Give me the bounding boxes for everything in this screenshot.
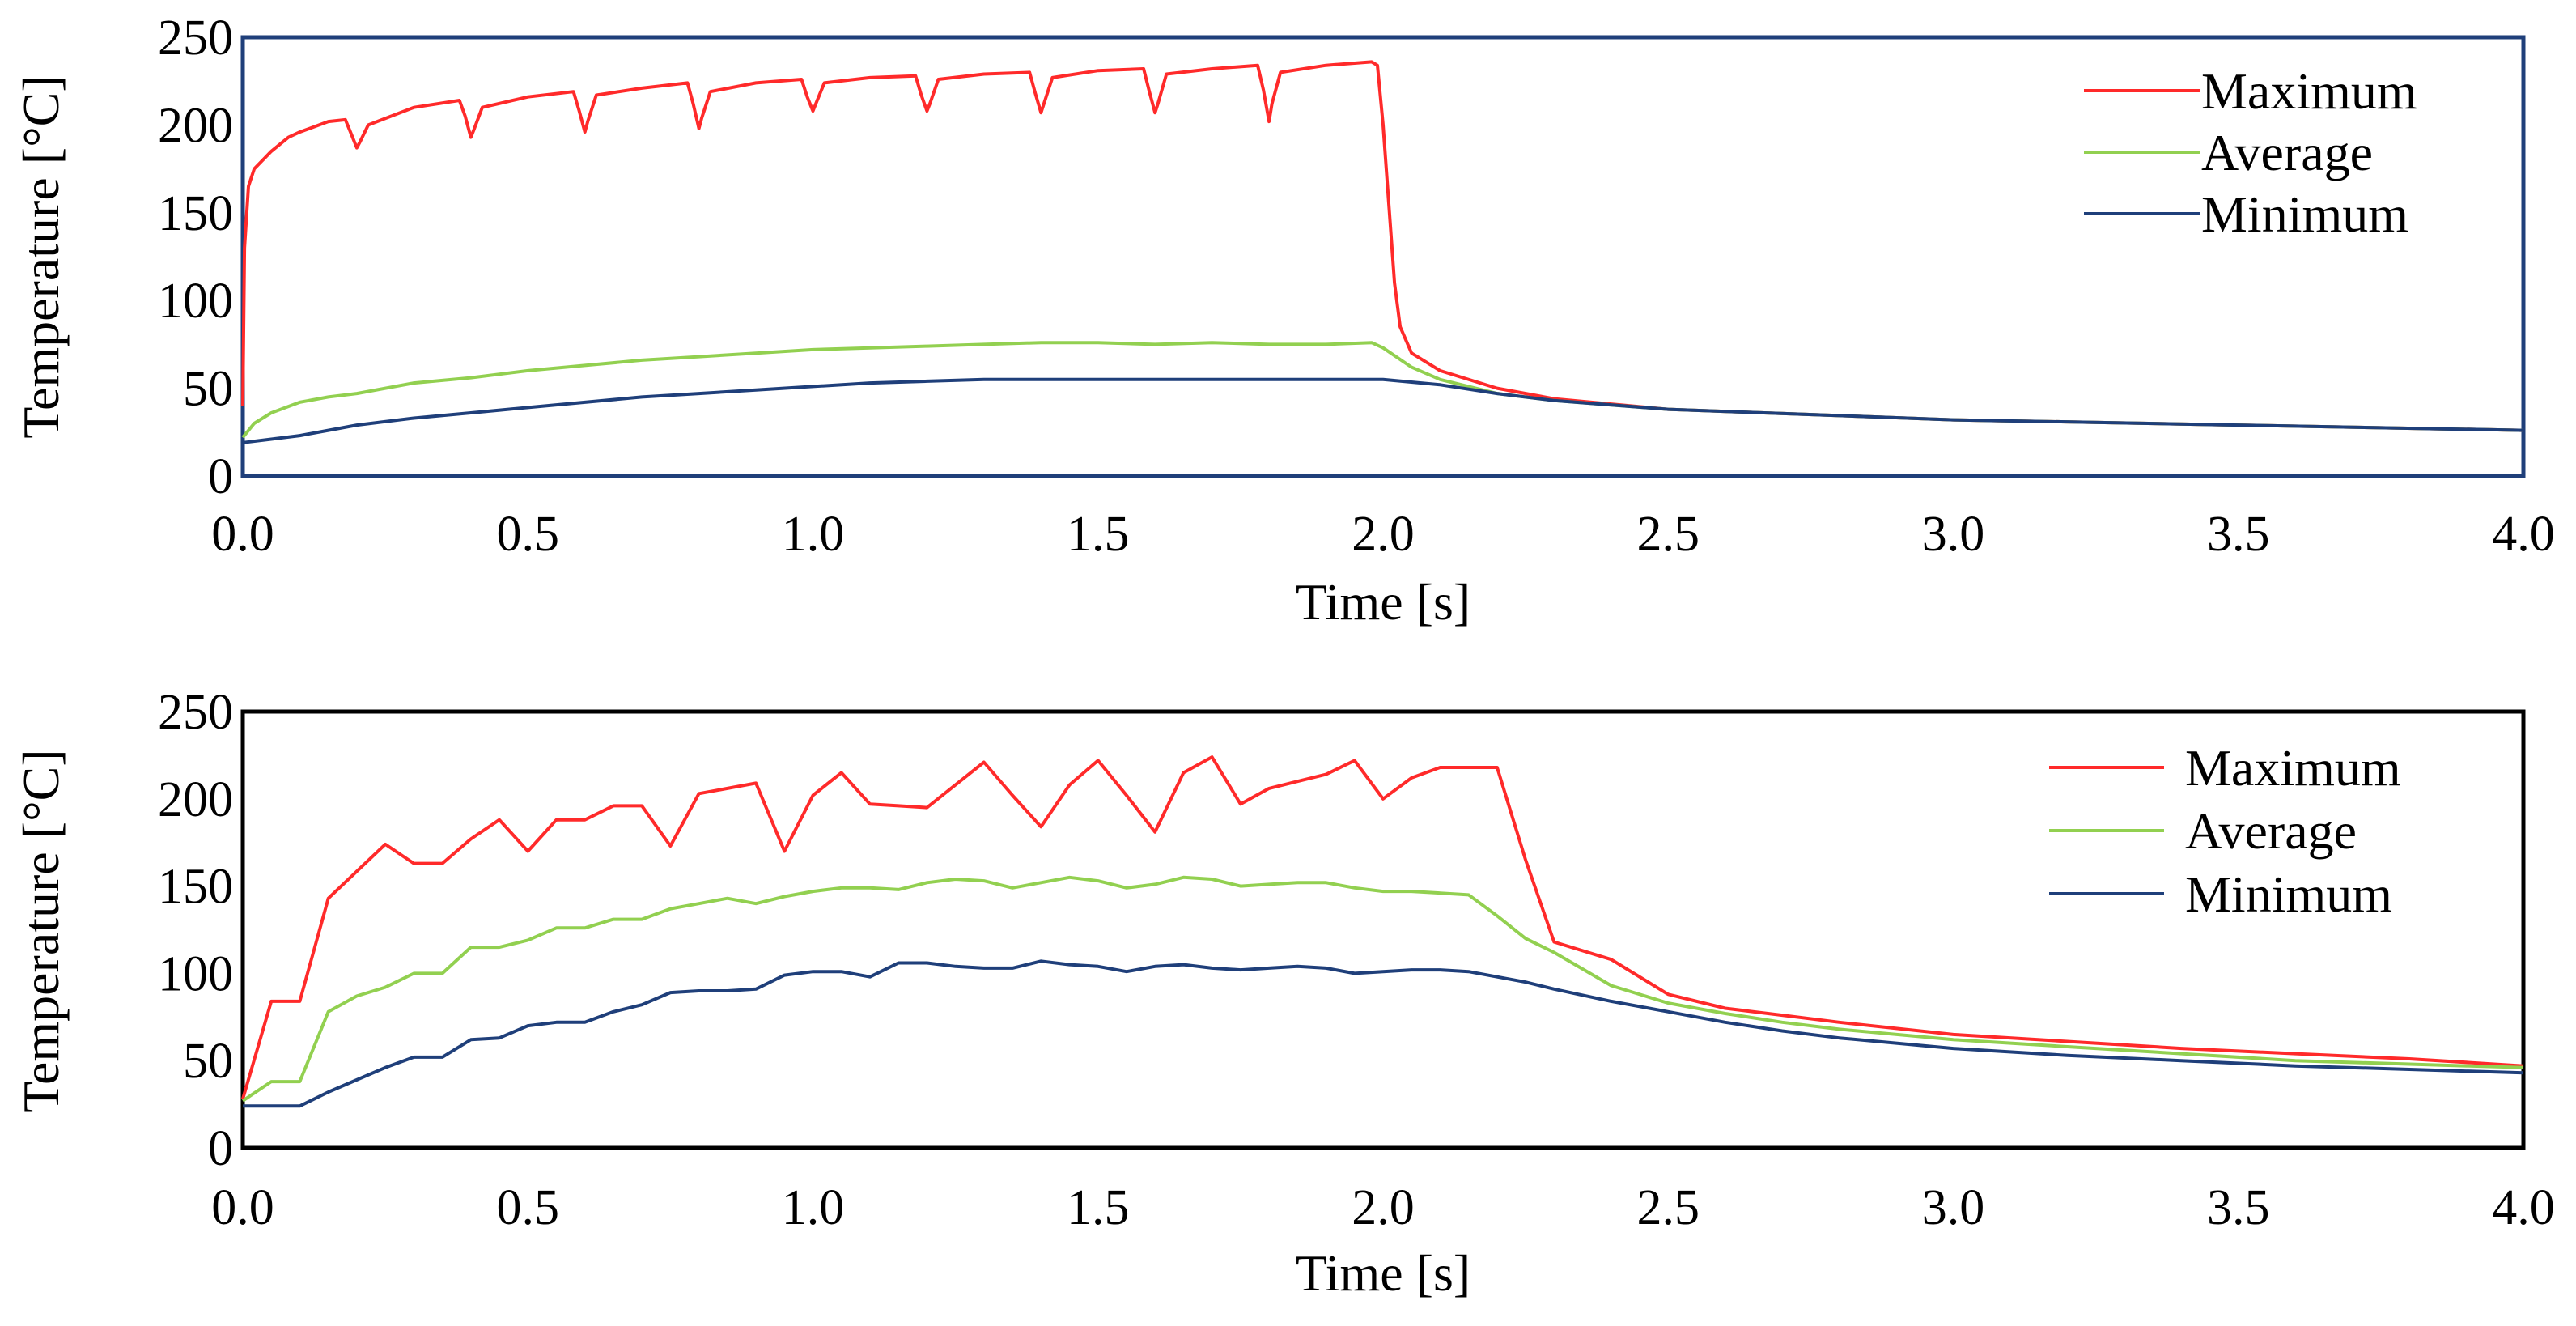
y-tick-label: 0 <box>208 449 233 504</box>
x-tick-label: 0.0 <box>211 1180 274 1235</box>
y-tick-label: 50 <box>183 362 233 417</box>
legend-label-minimum-bottom: Minimum <box>2185 865 2392 923</box>
x-tick-label: 0.5 <box>497 1180 560 1235</box>
y-tick-labels-top: 0 50 100 150 200 250 <box>158 11 233 504</box>
y-tick-label: 200 <box>158 98 233 153</box>
x-tick-label: 2.5 <box>1637 507 1700 562</box>
legend-label-average-top: Average <box>2201 124 2373 181</box>
x-tick-labels-bottom: 0.0 0.5 1.0 1.5 2.0 2.5 3.0 3.5 4.0 <box>211 1180 2555 1235</box>
legend-label-maximum-bottom: Maximum <box>2185 739 2401 797</box>
chart-top: 0 50 100 150 200 250 0.0 0.5 1.0 1.5 2.0 2.5 3.0 3.5… <box>12 11 2555 631</box>
x-tick-label: 2.5 <box>1637 1180 1700 1235</box>
x-tick-label: 1.0 <box>782 507 845 562</box>
y-tick-labels-bottom: 0 50 100 150 200 250 <box>158 685 233 1176</box>
y-axis-title-top: Temperature [°C] <box>12 74 70 438</box>
x-axis-title-top: Time [s] <box>1296 573 1470 631</box>
series-line-minimum-top <box>242 377 2524 444</box>
x-tick-label: 0.0 <box>211 507 274 562</box>
x-tick-label: 3.5 <box>2207 1180 2270 1235</box>
x-tick-label: 2.0 <box>1352 507 1415 562</box>
y-tick-label: 250 <box>158 685 233 740</box>
x-tick-label: 4.0 <box>2492 1180 2555 1235</box>
legend-label-maximum-top: Maximum <box>2201 62 2417 120</box>
x-tick-label: 1.5 <box>1067 1180 1130 1235</box>
x-axis-title-bottom: Time [s] <box>1296 1244 1470 1302</box>
chart-bottom: 0 50 100 150 200 250 0.0 0.5 1.0 1.5 2.0 2.5 3.0 3.5… <box>12 685 2555 1302</box>
series-line-average-top <box>241 341 2524 439</box>
y-tick-label: 100 <box>158 274 233 329</box>
legend-bottom: Maximum Average Minimum <box>2049 739 2401 923</box>
plot-frame-bottom <box>240 709 2526 1150</box>
x-tick-label: 3.0 <box>1922 1180 1985 1235</box>
x-tick-label: 3.0 <box>1922 507 1985 562</box>
y-axis-title-bottom: Temperature [°C] <box>12 749 70 1112</box>
y-tick-label: 50 <box>183 1034 233 1089</box>
series-lines-bottom <box>241 755 2524 1108</box>
x-tick-label: 1.5 <box>1067 507 1130 562</box>
x-tick-labels-top: 0.0 0.5 1.0 1.5 2.0 2.5 3.0 3.5 4.0 <box>211 507 2555 562</box>
series-line-minimum-bottom <box>243 959 2524 1108</box>
series-lines-top <box>241 60 2524 444</box>
x-tick-label: 0.5 <box>497 507 560 562</box>
y-tick-label: 150 <box>158 186 233 241</box>
y-tick-label: 250 <box>158 11 233 66</box>
x-tick-label: 3.5 <box>2207 507 2270 562</box>
legend-label-minimum-top: Minimum <box>2201 185 2408 243</box>
y-tick-label: 200 <box>158 772 233 827</box>
x-tick-label: 1.0 <box>782 1180 845 1235</box>
legend-label-average-bottom: Average <box>2185 802 2357 860</box>
plot-frame-top <box>240 35 2526 478</box>
series-line-average-bottom <box>241 875 2524 1103</box>
x-tick-label: 2.0 <box>1352 1180 1415 1235</box>
y-tick-label: 100 <box>158 946 233 1001</box>
legend-top: Maximum Average Minimum <box>2084 62 2417 243</box>
y-tick-label: 150 <box>158 860 233 915</box>
y-tick-label: 0 <box>208 1121 233 1176</box>
series-line-maximum-top <box>241 60 2524 432</box>
x-tick-label: 4.0 <box>2492 507 2555 562</box>
series-line-maximum-bottom <box>241 755 2524 1100</box>
